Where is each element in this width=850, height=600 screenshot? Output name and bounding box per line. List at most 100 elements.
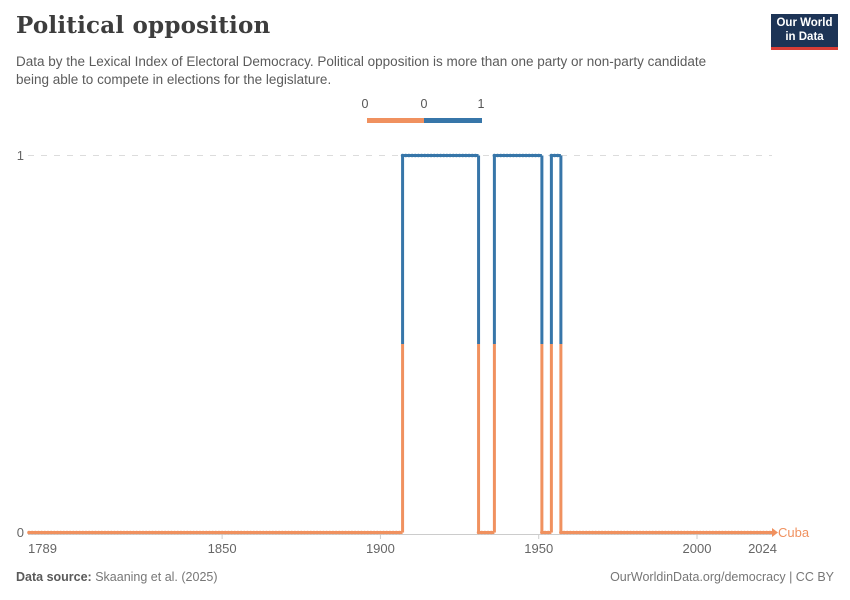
series-point [36,530,41,535]
series-point [267,530,272,535]
legend-swatch-1[interactable] [424,118,482,123]
series-point [58,530,63,535]
series-point [533,153,538,158]
series-point [201,530,205,535]
series-point [84,530,88,535]
series-point [650,530,655,535]
owid-url-license[interactable]: OurWorldinData.org/democracy | CC BY [610,570,834,584]
series-point [616,530,620,535]
series-point [514,153,519,158]
series-point [153,530,158,535]
legend-swatch-0[interactable] [367,118,424,123]
legend-edge-label-min: 0 [361,97,369,111]
series-point [473,153,478,158]
series-point [527,153,532,158]
series-point [122,530,126,535]
series-point [758,530,763,535]
series-point [660,530,664,535]
series-point [464,153,468,158]
series-point [438,153,443,158]
series-point [334,530,338,535]
series-point [495,153,500,158]
series-point [571,530,576,535]
series-point [720,530,725,535]
series-point [62,530,66,535]
entity-label-cuba[interactable]: Cuba [778,525,810,540]
series-point [242,530,247,535]
series-point [467,153,471,158]
series-point [549,153,554,158]
series-point [764,530,769,535]
series-point [77,530,82,535]
series-point [255,530,259,535]
series-point [581,530,585,535]
series-point [207,530,212,535]
series-point [517,153,522,158]
series-point [166,530,171,535]
series-point [736,530,740,535]
series-point [511,153,516,158]
series-point [435,153,440,158]
series-point [559,530,563,535]
series-point [631,530,636,535]
series-point [460,153,465,158]
series-point [663,530,668,535]
series-point [248,530,253,535]
series-point [552,153,557,158]
series-point [327,530,332,535]
series-point [502,153,506,158]
series-point [289,530,294,535]
series-point [394,530,399,535]
owid-logo[interactable]: Our World in Data [771,14,838,50]
series-point [163,530,167,535]
series-point [324,530,329,535]
series-point [286,530,291,535]
series-point [454,153,459,158]
series-point [476,530,481,535]
series-point [745,530,750,535]
series-point [397,530,402,535]
x-tick-label-2024: 2024 [748,541,777,556]
series-point [448,153,452,158]
series-point [49,530,53,535]
series-point [27,530,31,535]
series-point [704,530,709,535]
series-point [555,153,560,158]
series-point [426,153,430,158]
series-point [169,530,174,535]
series-point [682,530,687,535]
series-point [733,530,737,535]
series-point [647,530,652,535]
series-point [33,530,38,535]
series-point [593,530,598,535]
series-point [52,530,57,535]
series-point [194,530,199,535]
series-point [429,153,433,158]
series-point [407,153,411,158]
series-point [483,530,487,535]
series-point [226,530,231,535]
series-point [188,530,193,535]
series-point [600,530,604,535]
series-end-arrow [772,528,778,537]
series-point [638,530,642,535]
series-point [688,530,693,535]
series-point [441,153,446,158]
series-point [723,530,728,535]
series-point [400,153,405,158]
series-point [562,530,566,535]
series-point [403,153,408,158]
series-point [619,530,623,535]
series-point [717,530,721,535]
series-point [128,530,133,535]
series-point [574,530,579,535]
series-point [283,530,288,535]
series-point [388,530,392,535]
series-point [530,153,535,158]
series-point [644,530,649,535]
series-point [109,530,114,535]
series-point [74,530,79,535]
series-point [492,153,497,158]
series-point [565,530,570,535]
